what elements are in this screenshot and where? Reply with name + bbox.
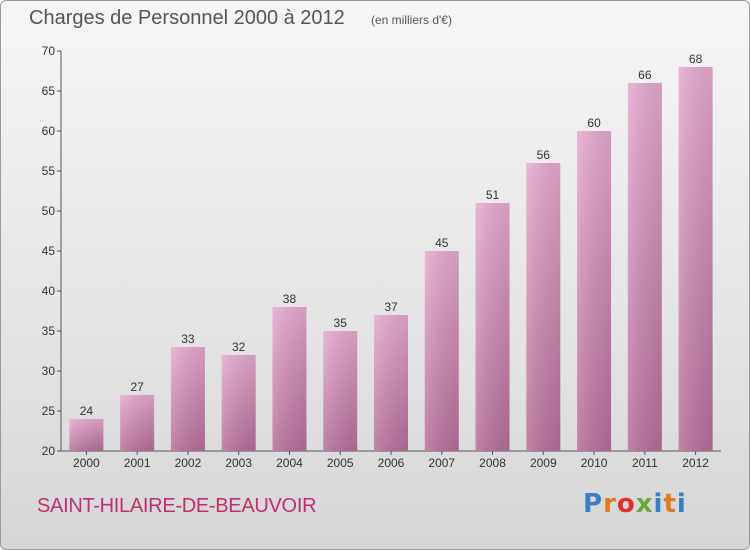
x-tick-label: 2009 [530, 456, 557, 470]
bar-shade [221, 355, 256, 451]
bar-value-label: 33 [181, 332, 195, 346]
x-tick-label: 2010 [581, 456, 608, 470]
y-tick-label: 70 [42, 44, 56, 58]
x-tick-label: 2000 [73, 456, 100, 470]
logo-letter: i [676, 489, 687, 519]
y-tick-label: 35 [42, 324, 56, 338]
bar-value-label: 56 [537, 148, 551, 162]
bar-shade [424, 251, 459, 451]
bar-shade [272, 307, 307, 451]
x-tick-label: 2002 [175, 456, 202, 470]
x-tick-label: 2006 [378, 456, 405, 470]
y-tick-label: 55 [42, 164, 56, 178]
logo-letter: P [583, 489, 604, 519]
bar-shade [475, 203, 510, 451]
y-tick-label: 30 [42, 364, 56, 378]
bar-value-label: 60 [587, 116, 601, 130]
bar-shade [678, 67, 713, 451]
logo-letter: o [616, 489, 636, 519]
y-tick-label: 60 [42, 124, 56, 138]
bar-value-label: 51 [486, 188, 500, 202]
bar-shade [69, 419, 104, 451]
logo-letter: r [603, 489, 617, 519]
y-tick-label: 40 [42, 284, 56, 298]
y-tick-label: 20 [42, 444, 56, 458]
chart-labels: 24 2000 27 2001 33 2002 32 2003 38 2004 35 2005 37 20… [73, 52, 709, 470]
x-tick-label: 2004 [276, 456, 303, 470]
bar-shade [627, 83, 662, 451]
chart-subtitle: (en milliers d'€) [371, 13, 452, 27]
chart-bars [69, 67, 713, 451]
bar-value-label: 66 [638, 68, 652, 82]
y-tick-label: 65 [42, 84, 56, 98]
y-tick-label: 45 [42, 244, 56, 258]
y-tick-label: 50 [42, 204, 56, 218]
bar-value-label: 35 [334, 316, 348, 330]
bar-value-label: 24 [80, 404, 94, 418]
x-tick-label: 2012 [682, 456, 709, 470]
bar-shade [374, 315, 408, 451]
bar-shade [120, 395, 155, 451]
proxiti-logo: Proxiti [583, 489, 687, 519]
bar-value-label: 32 [232, 340, 246, 354]
bar-value-label: 45 [435, 236, 449, 250]
x-tick-label: 2001 [124, 456, 151, 470]
bar-value-label: 37 [384, 300, 398, 314]
bar-value-label: 27 [130, 380, 144, 394]
logo-letter: i [653, 489, 664, 519]
bar-shade [323, 331, 358, 451]
x-tick-label: 2007 [428, 456, 455, 470]
logo-letter: x [635, 489, 654, 519]
bar-value-label: 68 [689, 52, 703, 66]
bar-shade [577, 131, 612, 451]
chart-title: Charges de Personnel 2000 à 2012 [29, 7, 345, 29]
city-name: SAINT-HILAIRE-DE-BEAUVOIR [37, 495, 317, 517]
x-tick-label: 2003 [225, 456, 252, 470]
x-tick-label: 2008 [479, 456, 506, 470]
x-tick-label: 2011 [632, 456, 658, 470]
bar-shade [170, 347, 205, 451]
y-tick-label: 25 [42, 404, 56, 418]
x-tick-label: 2005 [327, 456, 354, 470]
logo-letter: t [663, 489, 677, 519]
bar-value-label: 38 [283, 292, 297, 306]
bar-shade [526, 163, 561, 451]
